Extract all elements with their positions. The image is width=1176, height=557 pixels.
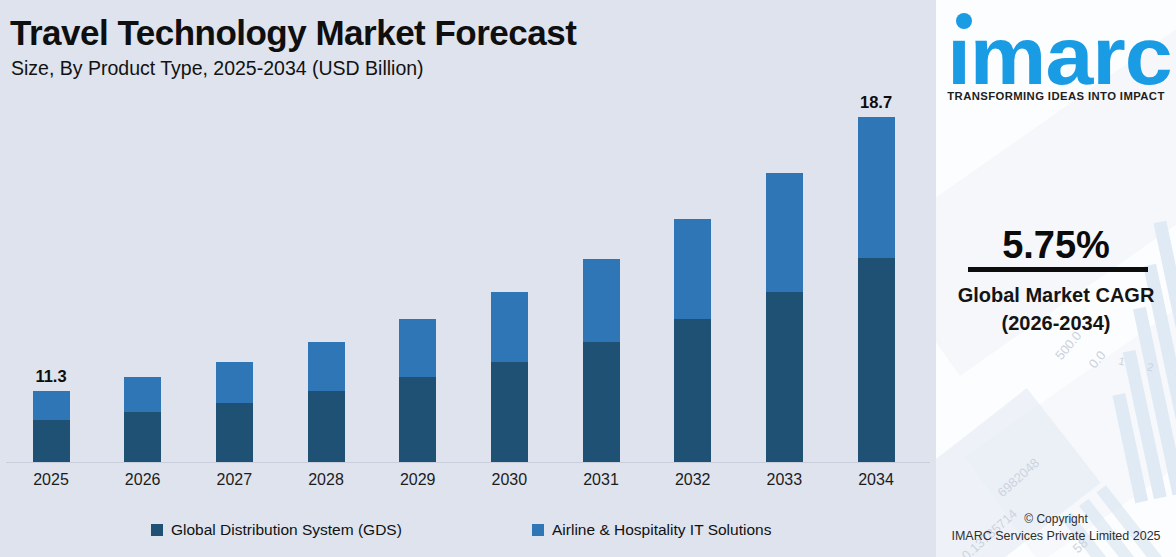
segment-gds-2034 (858, 258, 895, 462)
segment-airline-it-2032 (674, 219, 711, 319)
chart-panel: Travel Technology Market Forecast Size, … (0, 0, 936, 557)
page: Travel Technology Market Forecast Size, … (0, 0, 1176, 557)
segment-airline-it-2029 (399, 319, 436, 377)
data-label-2034: 18.7 (836, 93, 916, 112)
stacked-bar-2026 (124, 377, 161, 462)
segment-gds-2030 (491, 362, 528, 462)
segment-gds-2031 (583, 342, 620, 462)
legend-item-gds: Global Distribution System (GDS) (151, 521, 402, 539)
segment-gds-2025 (33, 420, 70, 462)
cagr-divider-line (968, 267, 1148, 272)
segment-airline-it-2026 (124, 377, 161, 412)
x-axis-label-2029: 2029 (378, 471, 458, 489)
legend-label-airline-it: Airline & Hospitality IT Solutions (552, 521, 771, 539)
chart-title: Travel Technology Market Forecast (10, 13, 576, 53)
legend-swatch-airline-it (532, 524, 544, 536)
x-axis-label-2027: 2027 (194, 471, 274, 489)
cagr-label: Global Market CAGR (936, 284, 1176, 307)
x-axis-label-2034: 2034 (836, 471, 916, 489)
brand-panel: 500.0 0.0 1 2 3 6982048 0.13785714 58 ım… (936, 0, 1176, 557)
cagr-years: (2026-2034) (936, 312, 1176, 335)
legend-item-airline-it: Airline & Hospitality IT Solutions (532, 521, 771, 539)
x-axis-label-2031: 2031 (561, 471, 641, 489)
segment-gds-2032 (674, 319, 711, 462)
x-axis-label-2028: 2028 (286, 471, 366, 489)
stacked-bar-2030 (491, 292, 528, 462)
legend-label-gds: Global Distribution System (GDS) (171, 521, 402, 539)
segment-gds-2028 (308, 391, 345, 462)
stacked-bar-2027 (216, 362, 253, 462)
segment-airline-it-2025 (33, 391, 70, 420)
data-label-2025: 11.3 (11, 367, 91, 386)
segment-gds-2029 (399, 377, 436, 462)
segment-airline-it-2033 (766, 173, 803, 292)
stacked-bar-2029 (399, 319, 436, 462)
legend-swatch-gds (151, 524, 163, 536)
stacked-bar-2025 (33, 391, 70, 462)
segment-gds-2026 (124, 412, 161, 462)
copyright-company-line: IMARC Services Private Limited 2025 (936, 529, 1176, 543)
x-axis-label-2025: 2025 (11, 471, 91, 489)
stacked-bar-2031 (583, 259, 620, 462)
imarc-logo: ımarc (947, 15, 1172, 97)
copyright-symbol-line: © Copyright (936, 512, 1176, 526)
x-axis-label-2032: 2032 (653, 471, 733, 489)
logo-tagline: TRANSFORMING IDEAS INTO IMPACT (936, 90, 1176, 102)
x-axis-label-2033: 2033 (744, 471, 824, 489)
segment-gds-2033 (766, 292, 803, 462)
segment-airline-it-2031 (583, 259, 620, 342)
segment-airline-it-2030 (491, 292, 528, 362)
segment-airline-it-2027 (216, 362, 253, 403)
x-axis-line (6, 462, 930, 463)
x-axis-label-2030: 2030 (469, 471, 549, 489)
cagr-value: 5.75% (936, 224, 1176, 267)
chart-subtitle: Size, By Product Type, 2025-2034 (USD Bi… (11, 57, 424, 80)
stacked-bar-2028 (308, 342, 345, 462)
x-axis-label-2026: 2026 (103, 471, 183, 489)
segment-airline-it-2028 (308, 342, 345, 391)
stacked-bar-2034 (858, 117, 895, 462)
stacked-bar-2032 (674, 219, 711, 462)
stacked-bar-2033 (766, 173, 803, 462)
segment-airline-it-2034 (858, 117, 895, 258)
segment-gds-2027 (216, 403, 253, 462)
